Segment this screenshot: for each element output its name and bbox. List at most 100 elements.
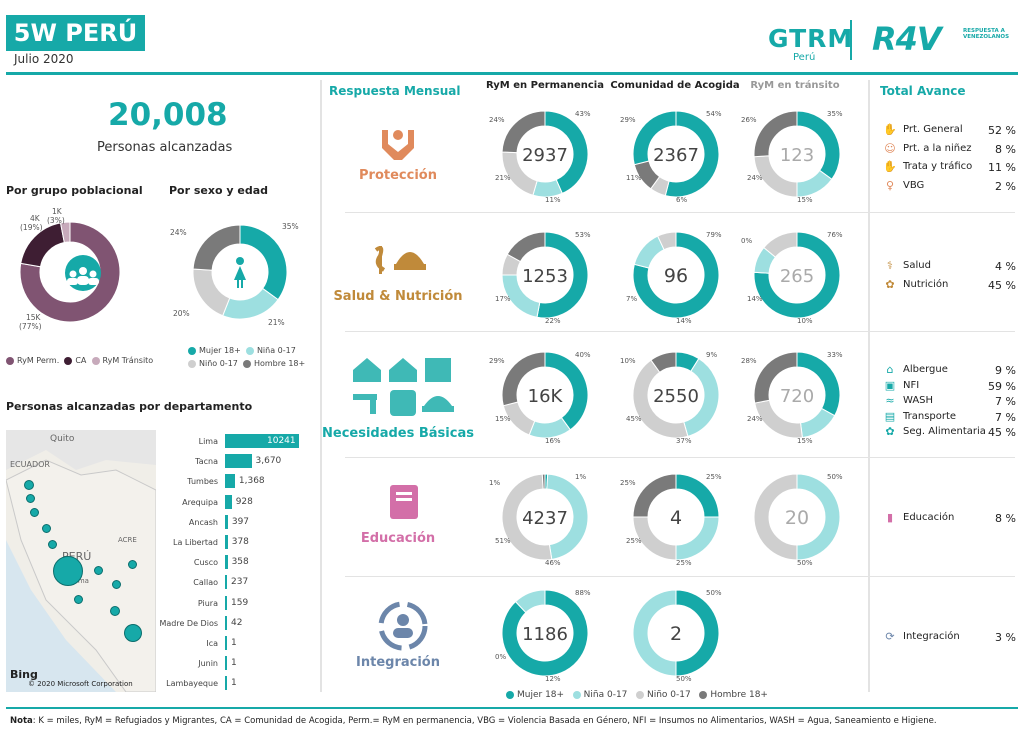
resp-1-0-slice-3[interactable] <box>506 231 546 263</box>
map-bubble-ica[interactable] <box>74 595 83 604</box>
resp-0-2-slice-1[interactable] <box>796 169 833 198</box>
donut-0-1[interactable]: 2367 54% 6% 11% 29% <box>620 110 722 204</box>
resp-0-1-slice-4[interactable] <box>632 110 677 166</box>
dept-bar[interactable] <box>225 595 227 610</box>
dept-row[interactable]: Lima 10241 <box>140 434 320 450</box>
resp-3-0-slice-0[interactable] <box>544 473 549 490</box>
resp-1-2-slice-1[interactable] <box>753 246 777 274</box>
resp-0-2-slice-3[interactable] <box>753 110 798 158</box>
map-bubble-lambayeque[interactable] <box>30 508 39 517</box>
sexo-slice-3[interactable] <box>192 224 241 271</box>
resp-0-2-slice-2[interactable] <box>753 155 798 198</box>
donut-0-2[interactable]: 123 35% 15% 24% 26% <box>741 110 843 204</box>
sexo-slice-0[interactable] <box>239 224 288 301</box>
dept-bar[interactable] <box>225 514 228 529</box>
dept-row[interactable]: Junin 1 <box>140 656 320 672</box>
map-bubble-piura[interactable] <box>26 494 35 503</box>
resp-2-0-slice-2[interactable] <box>502 401 536 436</box>
resp-3-0-slice-2[interactable] <box>501 473 553 561</box>
map-bubble-cusco[interactable] <box>112 580 121 589</box>
dept-row[interactable]: Lambayeque 1 <box>140 676 320 692</box>
resp-2-1-slice-3[interactable] <box>650 351 677 373</box>
sexo-slice-2[interactable] <box>192 268 231 317</box>
resp-2-2-slice-2[interactable] <box>754 399 803 439</box>
dept-bar[interactable] <box>225 676 227 691</box>
resp-1-2-slice-2[interactable] <box>763 231 798 258</box>
dept-bar[interactable] <box>225 434 299 448</box>
resp-4-0-slice-0[interactable] <box>501 589 589 677</box>
dept-row[interactable]: Cusco 358 <box>140 555 320 571</box>
dept-bar[interactable] <box>225 454 252 469</box>
resp-1-0-slice-1[interactable] <box>501 274 541 318</box>
map-bubble-tacna[interactable] <box>124 624 142 642</box>
resp-3-1-slice-0[interactable] <box>675 473 720 518</box>
resp-2-1-slice-1[interactable] <box>683 357 720 437</box>
donut-3-1[interactable]: 4 25% 25% 25% 25% <box>620 473 722 567</box>
dept-row[interactable]: Ica 1 <box>140 636 320 652</box>
dept-row[interactable]: Arequipa 928 <box>140 494 320 511</box>
resp-2-0-slice-1[interactable] <box>528 416 571 439</box>
donut-1-2[interactable]: 265 76% 10% 14% 0% <box>741 231 843 325</box>
resp-2-1-slice-2[interactable] <box>632 359 689 439</box>
resp-4-0-slice-1[interactable] <box>514 589 546 614</box>
resp-4-1-slice-1[interactable] <box>632 589 677 677</box>
map-bubble-la-libertad[interactable] <box>42 524 51 533</box>
dept-bar[interactable] <box>225 575 227 590</box>
resp-0-2-slice-0[interactable] <box>796 110 841 180</box>
resp-1-1-slice-0[interactable] <box>632 231 720 319</box>
resp-1-2-slice-0[interactable] <box>753 231 841 319</box>
dept-bar[interactable] <box>225 555 228 570</box>
dept-row[interactable]: Tacna 3,670 <box>140 454 320 470</box>
resp-2-1-slice-0[interactable] <box>675 351 700 372</box>
resp-0-0-slice-0[interactable] <box>544 110 589 195</box>
resp-0-1-slice-2[interactable] <box>650 175 670 197</box>
map-bubble-lima[interactable] <box>53 556 83 586</box>
grupo-slice-2[interactable] <box>59 221 71 244</box>
donut-2-1[interactable]: 2550 9% 37% 45% 10% <box>620 351 720 445</box>
resp-0-0-slice-3[interactable] <box>501 110 546 154</box>
dept-row[interactable]: Tumbes 1,368 <box>140 474 320 490</box>
resp-1-0-slice-0[interactable] <box>536 231 589 319</box>
resp-3-0-slice-1[interactable] <box>546 473 589 561</box>
dept-row[interactable]: Callao 237 <box>140 575 320 591</box>
map-bubble-ancash[interactable] <box>48 540 57 549</box>
resp-2-0-slice-0[interactable] <box>544 351 589 431</box>
dept-row[interactable]: La Libertad 378 <box>140 535 320 551</box>
resp-1-1-slice-2[interactable] <box>657 231 677 251</box>
donut-2-2[interactable]: 720 33% 15% 24% 28% <box>741 351 843 445</box>
resp-3-2-slice-2[interactable] <box>753 473 798 561</box>
donut-4-1[interactable]: 2 50% 50% <box>632 589 722 683</box>
map-bubble-junin[interactable] <box>94 566 103 575</box>
resp-3-0-slice-3[interactable] <box>541 473 546 490</box>
dept-row[interactable]: Piura 159 <box>140 595 320 612</box>
dept-bar[interactable] <box>225 535 228 549</box>
resp-0-0-slice-2[interactable] <box>501 151 538 196</box>
dept-bar[interactable] <box>225 494 232 509</box>
donut-1-1[interactable]: 96 79% 14% 7% <box>626 231 722 325</box>
dept-row[interactable]: Ancash 397 <box>140 514 320 531</box>
resp-3-1-slice-1[interactable] <box>675 516 720 561</box>
peru-map[interactable]: Quito ECUADOR PERÚ Lima ACRE Bing © 2020… <box>6 430 156 692</box>
resp-2-2-slice-0[interactable] <box>796 351 841 417</box>
resp-3-1-slice-2[interactable] <box>632 516 677 561</box>
resp-2-2-slice-1[interactable] <box>799 407 836 439</box>
resp-2-2-slice-3[interactable] <box>753 351 798 404</box>
map-bubble-arequipa[interactable] <box>110 606 120 616</box>
resp-0-0-slice-1[interactable] <box>532 178 563 198</box>
dept-bar[interactable] <box>225 615 227 630</box>
resp-3-2-slice-1[interactable] <box>796 473 841 561</box>
map-bubble-madre-de-dios[interactable] <box>128 560 137 569</box>
dept-bar[interactable] <box>225 474 235 489</box>
resp-1-0-slice-2[interactable] <box>501 253 522 276</box>
resp-0-1-slice-3[interactable] <box>633 160 661 190</box>
dept-bar[interactable] <box>225 656 227 671</box>
dept-row[interactable]: Madre De Dios 42 <box>140 615 320 632</box>
resp-0-1-slice-0[interactable] <box>664 110 720 198</box>
sexo-slice-1[interactable] <box>222 287 279 320</box>
donut-3-2[interactable]: 20 50% 50% <box>753 473 843 567</box>
